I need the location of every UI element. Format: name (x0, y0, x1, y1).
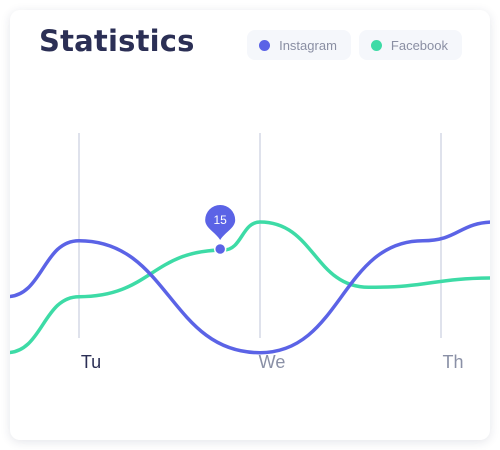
legend-label-instagram: Instagram (279, 37, 337, 53)
tooltip-bubble (205, 205, 236, 240)
page-title: Statistics (39, 24, 195, 58)
tooltip-point[interactable] (213, 242, 227, 256)
series-lines (10, 220, 490, 355)
series-line-facebook[interactable] (10, 220, 490, 355)
chart-legend: Instagram Facebook (247, 30, 462, 60)
x-tick-we[interactable]: We (259, 352, 286, 372)
legend-facebook[interactable]: Facebook (358, 30, 462, 60)
x-tick-th[interactable]: Th (442, 352, 463, 372)
x-axis-ticks: Tu We Th (81, 352, 464, 372)
tooltip-group: 15 (205, 205, 236, 256)
instagram-dot-icon (259, 39, 271, 51)
legend-instagram[interactable]: Instagram (247, 30, 351, 60)
facebook-dot-icon (370, 39, 382, 51)
series-line-instagram[interactable] (10, 220, 490, 355)
x-tick-tu[interactable]: Tu (81, 352, 101, 372)
grid-lines (78, 133, 442, 338)
tooltip-value: 15 (214, 213, 228, 227)
line-chart: 15 Tu We Th (10, 133, 490, 372)
legend-label-facebook: Facebook (390, 37, 448, 53)
statistics-card: Statistics Instagram Facebook 15 Tu We Th (10, 10, 490, 440)
